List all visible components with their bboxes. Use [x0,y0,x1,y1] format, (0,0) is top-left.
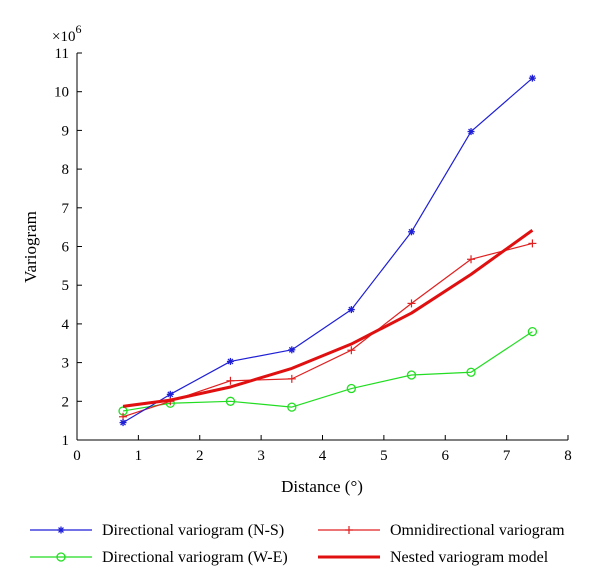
y-tick-label: 3 [62,356,70,372]
data-point [528,239,537,248]
data-point [287,402,297,412]
data-point [347,306,355,314]
x-tick-label: 3 [257,448,265,464]
data-point [467,128,475,136]
x-tick-label: 4 [319,448,327,464]
y-tick-label: 4 [62,317,70,333]
series-line [122,331,533,412]
series-0 [119,74,536,427]
data-point [225,396,236,406]
x-axis-label: Distance (°) [281,477,363,496]
legend-marker [57,526,65,534]
y-tick-label: 11 [55,46,69,62]
data-point [527,326,538,337]
legend-label: Nested variogram model [390,549,549,566]
legend-label: Omnidirectional variogram [390,522,565,539]
series-1 [119,239,537,421]
data-point [288,346,296,354]
y-tick-label: 1 [62,433,70,449]
data-point [466,367,476,377]
y-tick-label: 7 [62,201,70,217]
x-tick-label: 2 [196,448,204,464]
series-3 [122,229,534,408]
data-point [406,370,417,380]
y-tick-label: 9 [62,123,70,139]
y-tick-label: 6 [62,240,70,256]
series-line [122,77,533,424]
legend-label: Directional variogram (W-E) [102,549,288,566]
y-tick-label: 2 [62,394,70,410]
x-tick-label: 6 [442,448,450,464]
series-line [122,242,533,418]
data-point [226,357,234,365]
y-multiplier-label: ×106 [52,22,81,45]
legend-item: Directional variogram (N-S) [30,522,284,539]
plot-series [118,74,538,427]
legend-label: Directional variogram (N-S) [102,522,284,539]
series-2 [118,326,538,416]
data-point [346,383,356,394]
data-point [119,419,127,427]
legend-item: Omnidirectional variogram [318,522,565,539]
y-tick-label: 5 [62,278,70,294]
y-tick-label: 8 [62,162,70,178]
axis-labels: Variogram Distance (°) ×106 [21,22,363,496]
y-axis-label: Variogram [21,211,40,283]
data-point [407,299,416,308]
x-tick-label: 0 [73,448,81,464]
legend-marker [345,526,353,534]
x-tick-label: 5 [380,448,388,464]
x-tick-label: 1 [135,448,143,464]
data-point [528,74,536,82]
x-tick-label: 8 [564,448,572,464]
y-tick-label: 10 [54,85,69,101]
legend-item: Directional variogram (W-E) [30,549,288,566]
data-point [407,228,415,236]
data-point [226,376,235,385]
data-point [287,374,296,383]
data-point [467,255,476,264]
legend: Directional variogram (N-S) Omnidirection… [30,522,565,566]
legend-marker [56,552,66,562]
x-tick-label: 7 [503,448,511,464]
series-line [122,229,534,408]
legend-item: Nested variogram model [318,549,549,566]
data-point [347,346,356,355]
data-point [166,390,174,398]
